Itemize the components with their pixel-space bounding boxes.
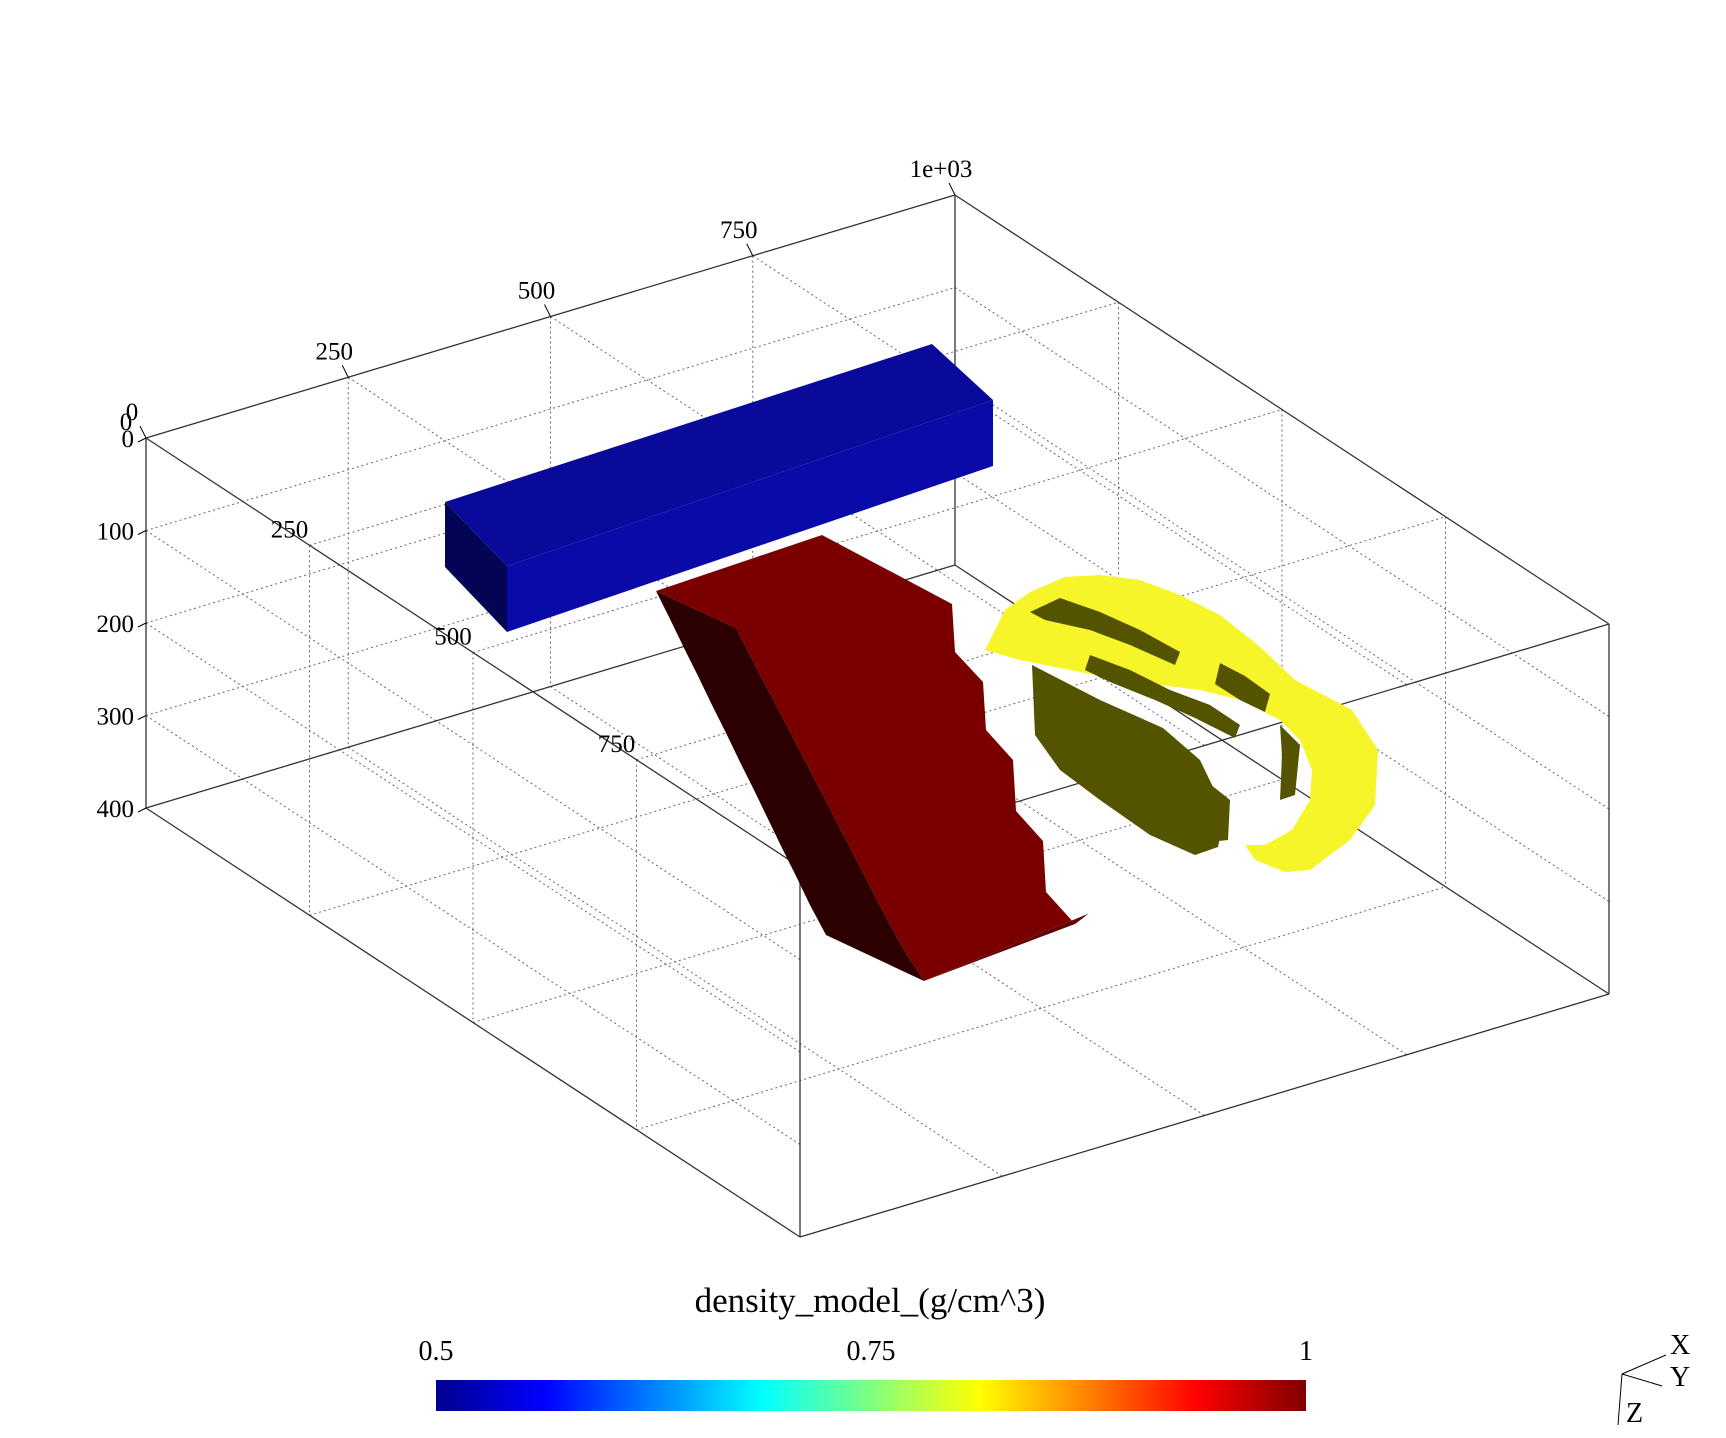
yellow-body-step-5 [1205, 780, 1230, 842]
blue-body-side-face [507, 400, 993, 632]
colorbar-ticks: 0.5 0.75 1 [419, 1336, 1314, 1367]
box-edge [954, 194, 1610, 625]
gridline [954, 379, 1610, 810]
x-tick-mark [139, 425, 147, 439]
y-tick-label: 750 [598, 731, 636, 758]
orientation-z-label: Z [1626, 1398, 1643, 1429]
z-tick-label: 200 [97, 611, 135, 638]
gridline [145, 472, 956, 716]
yellow-body-step-1 [1030, 598, 1180, 665]
orientation-x-label: X [1670, 1330, 1690, 1361]
z-tick-label: 100 [97, 519, 135, 546]
gridline [145, 622, 801, 1053]
x-tick-mark [341, 365, 349, 378]
box-edge [145, 807, 801, 1238]
x-tick-mark [948, 182, 956, 196]
y-tick-label: 500 [434, 624, 472, 651]
z-tick-mark [137, 715, 147, 720]
blue-body-top-face [445, 344, 993, 566]
orientation-y-label: Y [1670, 1362, 1690, 1393]
x-tick-label: 0 [126, 399, 139, 426]
red-body-main-face [656, 535, 1088, 981]
z-tick-mark [137, 622, 147, 628]
y-tick-label: 250 [271, 516, 309, 543]
colorbar-title: density_model_(g/cm^3) [695, 1281, 1046, 1320]
yellow-body-step-3 [1215, 663, 1270, 712]
z-tick-label: 400 [97, 796, 135, 823]
z-tick-label: 300 [97, 704, 135, 731]
colorbar-tick-label: 0.75 [847, 1336, 896, 1367]
box-edge [145, 437, 801, 868]
gridline [309, 671, 1119, 916]
orientation-y-axis-line [1621, 1373, 1663, 1387]
z-tick-mark [137, 530, 147, 535]
x-tick-label: 1e+03 [910, 156, 973, 183]
box-edge [799, 993, 1610, 1238]
gridline [472, 409, 1283, 653]
blue-body-front-face [445, 502, 507, 632]
gridline [145, 287, 956, 531]
yellow-density-body [985, 575, 1378, 872]
x-tick-label: 750 [720, 217, 758, 244]
orientation-axes-widget: X Y Z [1617, 1330, 1690, 1429]
x-tick-mark [746, 243, 754, 256]
orientation-z-axis-line [1617, 1373, 1623, 1426]
gridline [472, 779, 1283, 1023]
x-tick-label: 250 [316, 338, 354, 365]
gridline [636, 886, 1446, 1131]
y-tick-label: 0 [120, 409, 133, 436]
gridline [145, 530, 801, 960]
x-tick-label: 500 [518, 278, 556, 305]
gridline [145, 379, 956, 624]
gridline [145, 715, 801, 1145]
gridline [309, 301, 1119, 546]
red-density-body [656, 535, 1088, 981]
gridline [752, 255, 1408, 686]
colorbar-tick-label: 1 [1299, 1336, 1313, 1367]
red-body-left-face [656, 591, 924, 981]
z-tick-mark [137, 807, 147, 813]
colorbar-tick-label: 0.5 [419, 1336, 454, 1367]
z-tick-mark [137, 437, 147, 443]
blue-density-body [445, 344, 993, 632]
z-tick-label: 0 [122, 426, 135, 453]
gridline [954, 287, 1610, 717]
yellow-body-lit-face [985, 575, 1378, 872]
yellow-body-shadow-face [1032, 665, 1225, 855]
colorbar-gradient-bar [436, 1380, 1306, 1411]
axis-tick-labels: 0 250 500 750 1e+03 0 250 500 750 0 100 200 300 400 [97, 156, 973, 823]
colorbar: density_model_(g/cm^3) 0.5 0.75 1 [419, 1281, 1314, 1411]
x-tick-mark [544, 304, 551, 317]
red-body-bottom-face [924, 914, 1088, 981]
yellow-body-step-2 [1085, 655, 1240, 738]
yellow-body-step-4 [1280, 725, 1300, 800]
orientation-x-axis-line [1621, 1354, 1667, 1375]
